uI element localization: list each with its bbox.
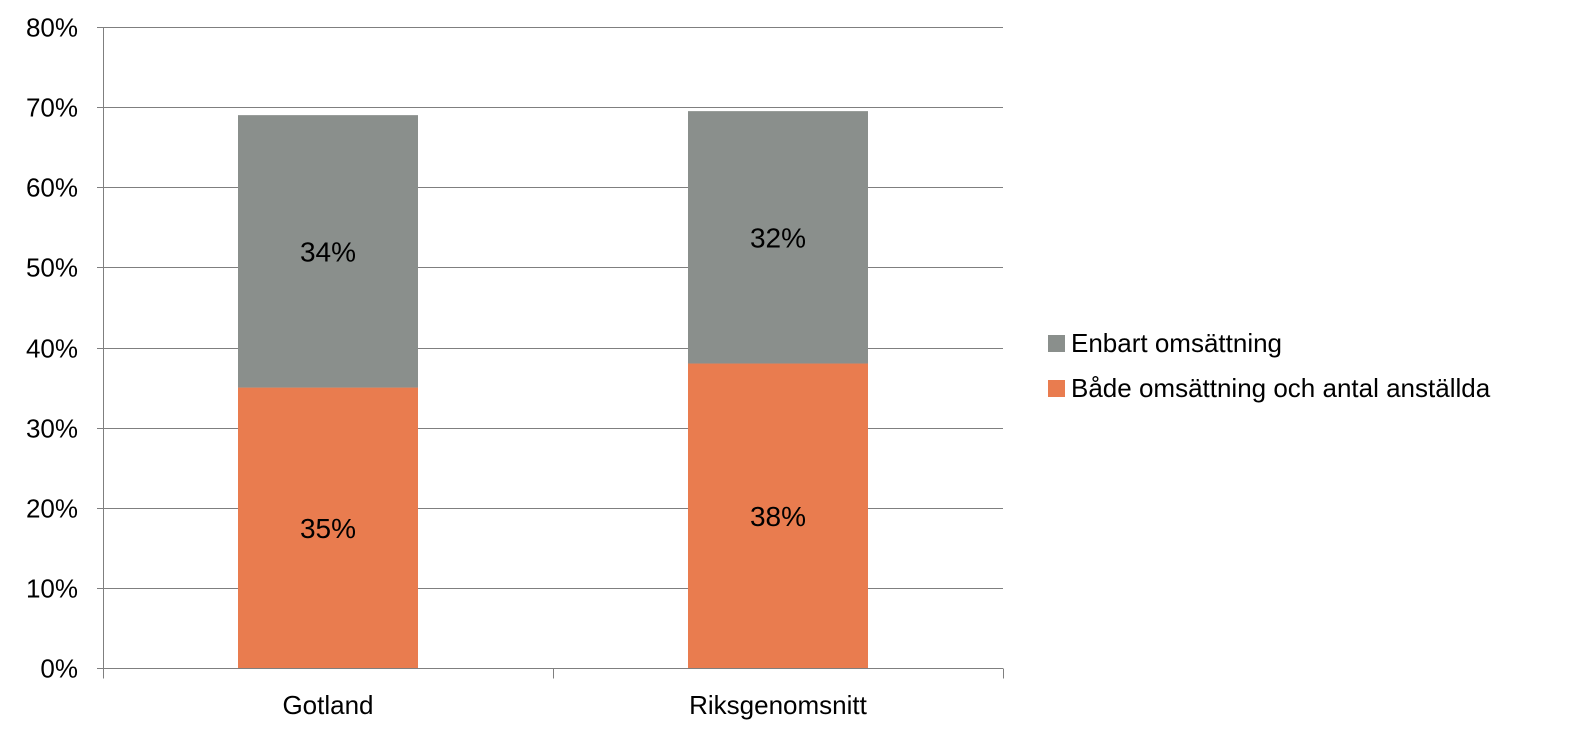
y-tick-label: 30%	[26, 414, 78, 444]
legend: Enbart omsättning Både omsättning och ant…	[1048, 328, 1491, 403]
axes: 0% 10% 20% 30% 40% 50% 60% 70% 80% Gotland Riksgen…	[26, 13, 1004, 720]
y-tick-label: 10%	[26, 574, 78, 604]
y-tick-label: 80%	[26, 13, 78, 43]
y-tick-label: 0%	[40, 654, 78, 684]
bar-segment	[238, 387, 418, 668]
bar-segment	[688, 363, 868, 668]
data-label: 32%	[750, 222, 806, 253]
legend-label: Både omsättning och antal anställda	[1071, 373, 1491, 403]
legend-label: Enbart omsättning	[1071, 328, 1282, 358]
x-tick-label: Riksgenomsnitt	[689, 690, 868, 720]
data-label: 34%	[300, 236, 356, 267]
y-tick-label: 20%	[26, 494, 78, 524]
bar-segment	[688, 111, 868, 364]
x-tick-label: Gotland	[282, 690, 373, 720]
bars	[238, 111, 868, 668]
y-tick-label: 70%	[26, 93, 78, 123]
data-labels: 35% 34% 38% 32%	[300, 222, 806, 543]
data-label: 35%	[300, 513, 356, 544]
legend-swatch	[1048, 380, 1065, 397]
y-tick-label: 50%	[26, 253, 78, 283]
bar-segment	[238, 115, 418, 388]
y-tick-label: 60%	[26, 173, 78, 203]
data-label: 38%	[750, 501, 806, 532]
y-tick-label: 40%	[26, 334, 78, 364]
legend-swatch	[1048, 335, 1065, 352]
